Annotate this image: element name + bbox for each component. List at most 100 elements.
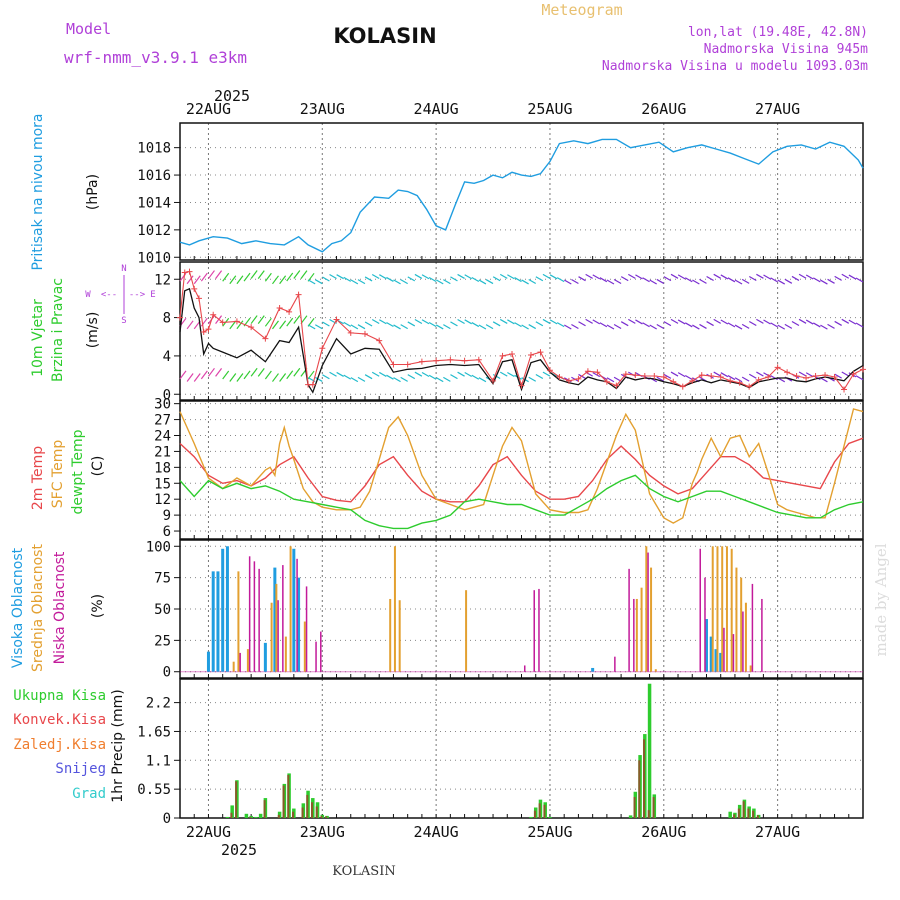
wind-barb	[635, 319, 643, 325]
wind-barb	[642, 322, 650, 328]
wind-gust-marker	[333, 316, 340, 323]
series-bar	[289, 546, 292, 672]
series-bar	[244, 813, 249, 818]
model-label: Model	[66, 20, 111, 38]
wind-barb	[542, 371, 551, 377]
wind-barb	[571, 278, 579, 285]
wind-gust-marker	[262, 335, 269, 342]
wind-compass: N W E S <-- -->	[85, 264, 155, 326]
series-bar	[704, 577, 706, 672]
wind-barb	[478, 377, 487, 383]
series-bar	[723, 627, 725, 672]
wind-barb	[450, 374, 458, 380]
wind-barb	[542, 318, 551, 324]
wind-gust-marker	[418, 358, 425, 365]
series-bar	[740, 577, 743, 672]
wind-barb	[699, 323, 707, 329]
wind-barb	[734, 377, 743, 383]
wind-gust-marker	[613, 382, 620, 389]
pressure-panel: 1010 1012 1014 1016 1018	[137, 122, 864, 266]
wind-barb	[635, 274, 643, 280]
wind-gust-marker	[584, 368, 591, 375]
series-bar	[282, 565, 284, 672]
wind-gust-marker	[575, 375, 582, 382]
wind-barb	[250, 367, 258, 377]
wind-barb	[834, 275, 842, 281]
wind-barb	[528, 279, 537, 285]
wind-barb	[272, 320, 279, 330]
wind-gust-marker	[361, 330, 368, 337]
series-bar	[742, 801, 745, 818]
wind-barb	[471, 322, 480, 328]
wind-gust-marker	[565, 377, 572, 384]
y-tick-label: 21	[154, 444, 171, 460]
wind-barb	[243, 272, 251, 282]
bottom-day-label: 25AUG	[527, 823, 572, 841]
series-bar	[647, 810, 650, 818]
wind-gust-marker	[622, 371, 629, 378]
wind-barb	[734, 279, 743, 285]
y-tick-label: 0	[163, 387, 171, 403]
wind-gust-marker	[177, 314, 183, 321]
wind-barb	[492, 321, 501, 327]
compass-south: S	[121, 316, 126, 326]
series-bar	[614, 656, 616, 672]
wind-gust-line	[179, 270, 864, 391]
wind-gust-marker	[755, 376, 762, 383]
wind-gust-marker	[727, 377, 734, 384]
wind-barb	[670, 318, 679, 324]
watermark: made by Angel	[872, 543, 890, 656]
series-bar	[263, 642, 267, 672]
series-bar	[643, 739, 646, 818]
wind-barb	[692, 324, 700, 330]
wind-barb	[820, 279, 828, 285]
wind-barb	[834, 373, 842, 379]
y-tick-label: 12	[154, 492, 171, 508]
series-bar	[246, 649, 249, 672]
wind-gust-marker	[186, 268, 193, 275]
y-tick-label: 18	[154, 460, 171, 476]
wind-barb	[407, 276, 416, 282]
wind-barb	[791, 320, 800, 327]
series-bar	[270, 602, 273, 672]
wind-barb	[684, 374, 693, 381]
wind-barb	[756, 318, 764, 324]
wind-barb	[677, 274, 686, 280]
wind-barb	[692, 279, 700, 285]
series-bar	[292, 548, 296, 672]
series-bar	[709, 636, 713, 672]
wind-gust-marker	[736, 379, 743, 386]
wind-barb	[592, 274, 601, 280]
series-bar	[533, 590, 535, 672]
wind-gust-marker	[556, 374, 563, 380]
wind-gust-marker	[765, 374, 772, 380]
panel-frame	[179, 678, 864, 819]
compass-north: N	[121, 264, 126, 274]
series-bar	[248, 556, 251, 672]
wind-barb	[677, 372, 686, 378]
series-bar	[303, 621, 306, 672]
wind-gust-marker	[347, 329, 354, 336]
wind-barb	[236, 320, 244, 330]
wind-barb	[350, 279, 359, 285]
series-bar	[221, 548, 225, 672]
wind-barb	[400, 376, 408, 382]
wind-barb	[243, 370, 251, 380]
wind-barb	[535, 373, 544, 380]
wind-barb	[336, 371, 344, 377]
wind-barb	[400, 279, 408, 285]
wind-barb	[535, 321, 544, 327]
wind-gust-marker	[200, 328, 207, 335]
wind-barb	[777, 324, 786, 330]
wind-barb	[457, 318, 465, 324]
series-bar	[306, 794, 309, 818]
series-bar	[284, 636, 287, 672]
wind-gust-marker	[219, 319, 226, 326]
wind-barb	[813, 277, 821, 283]
wind-barb	[507, 319, 515, 325]
cloud-panel: 0 25 50 75 100	[146, 539, 864, 681]
wind-barb	[706, 276, 714, 282]
wind-barb	[599, 277, 608, 283]
wind-gust-marker	[632, 372, 639, 379]
